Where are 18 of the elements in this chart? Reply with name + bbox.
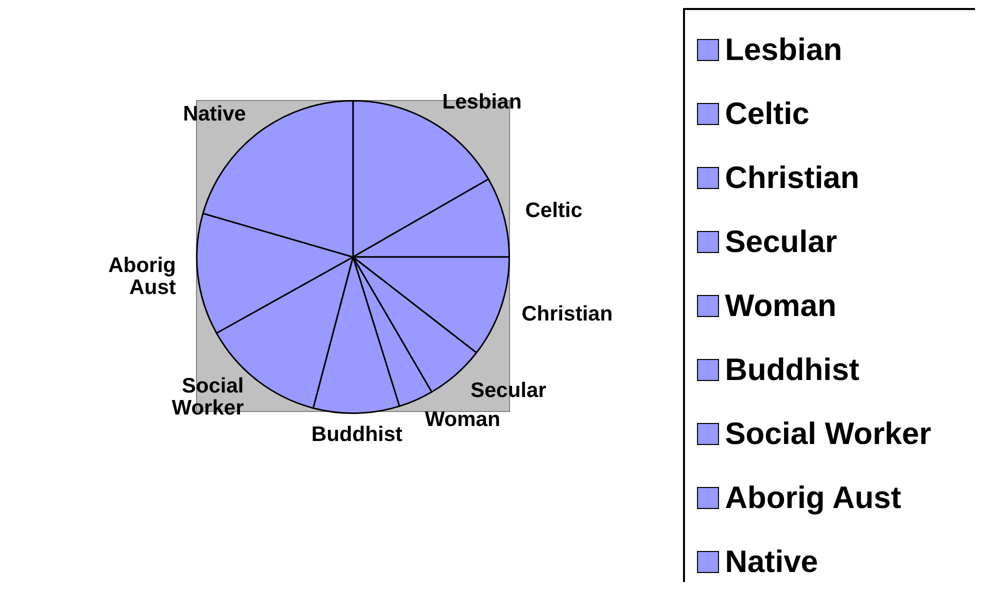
legend-label: Native [725, 544, 818, 580]
slice-label: Buddhist [311, 423, 402, 446]
legend-label: Social Worker [725, 416, 932, 452]
legend-label: Lesbian [725, 32, 842, 68]
slice-label: Social Worker [172, 374, 244, 420]
legend-label: Buddhist [725, 352, 860, 388]
legend-label: Aborig Aust [725, 480, 902, 516]
slice-label: Lesbian [442, 90, 522, 114]
slice-label: Aborig Aust [108, 254, 176, 299]
slice-label: Celtic [525, 198, 583, 222]
legend-label: Celtic [725, 96, 810, 132]
slice-label: Native [182, 102, 246, 126]
slice-label: Christian [522, 302, 613, 326]
slice-label: Secular [470, 378, 546, 402]
legend-label: Secular [725, 224, 838, 260]
legend-label: Christian [725, 160, 860, 196]
slice-label: Woman [424, 408, 500, 431]
legend-label: Woman [725, 288, 836, 324]
